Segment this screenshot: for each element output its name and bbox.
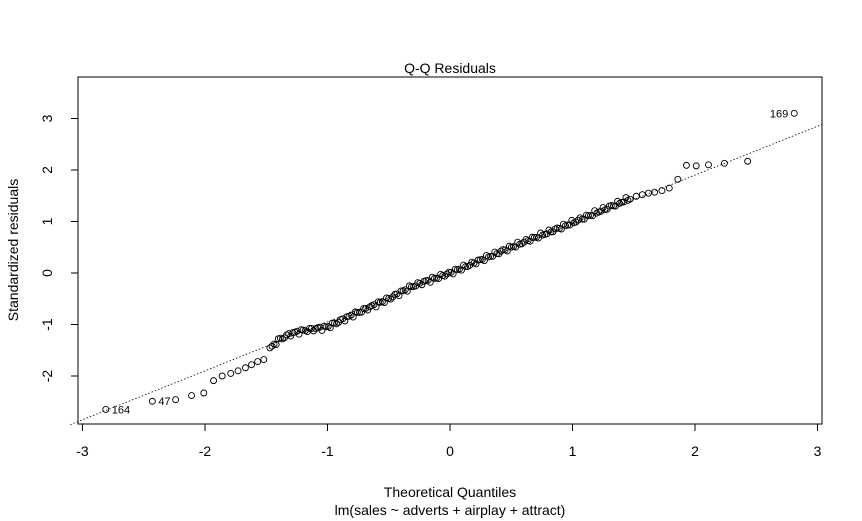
y-tick-label: -1 bbox=[39, 318, 55, 331]
reference-line-group bbox=[70, 123, 824, 426]
data-point bbox=[285, 330, 293, 338]
data-point bbox=[576, 214, 584, 222]
data-point bbox=[566, 221, 574, 229]
data-point bbox=[416, 279, 424, 287]
data-point bbox=[241, 364, 249, 372]
data-point bbox=[472, 260, 480, 268]
data-point bbox=[572, 218, 580, 226]
data-point bbox=[632, 192, 640, 200]
data-point bbox=[487, 252, 495, 260]
data-point bbox=[339, 315, 347, 323]
data-point bbox=[172, 396, 180, 404]
data-point bbox=[148, 397, 156, 405]
data-point bbox=[530, 233, 538, 241]
data-points bbox=[102, 109, 798, 413]
point-annotations: 169 164 47 bbox=[112, 108, 788, 416]
x-tick-label: 3 bbox=[814, 443, 822, 459]
y-axis-label: Standardized residuals bbox=[5, 179, 21, 321]
data-point bbox=[295, 330, 303, 338]
data-point bbox=[353, 308, 361, 316]
data-point bbox=[626, 195, 634, 203]
data-point bbox=[210, 377, 218, 385]
chart-title: Q-Q Residuals bbox=[404, 60, 496, 76]
data-point bbox=[651, 188, 659, 196]
data-point bbox=[638, 191, 646, 199]
point-label-164: 164 bbox=[112, 404, 130, 416]
y-axis: -2 -1 0 1 2 3 bbox=[39, 114, 79, 383]
data-point bbox=[341, 317, 349, 325]
data-point bbox=[599, 204, 607, 212]
data-point bbox=[218, 372, 226, 380]
data-point bbox=[645, 189, 652, 197]
data-point bbox=[682, 161, 690, 169]
x-tick-label: 0 bbox=[446, 443, 454, 459]
data-point bbox=[658, 187, 666, 195]
data-point bbox=[362, 305, 370, 312]
x-axis-label: Theoretical Quantiles bbox=[384, 484, 516, 500]
data-point bbox=[333, 320, 340, 328]
data-point bbox=[692, 162, 700, 170]
x-tick-label: -1 bbox=[321, 443, 334, 459]
data-point bbox=[358, 308, 365, 316]
data-point bbox=[227, 369, 235, 377]
point-label-47: 47 bbox=[158, 396, 170, 408]
data-point bbox=[260, 356, 268, 363]
plot-area-frame bbox=[77, 76, 823, 425]
data-point bbox=[665, 184, 673, 192]
data-point bbox=[720, 159, 728, 167]
data-point bbox=[188, 392, 195, 400]
y-tick-label: 3 bbox=[39, 114, 55, 122]
x-tick-label: 1 bbox=[569, 443, 577, 459]
data-point bbox=[200, 389, 208, 397]
y-tick-label: -2 bbox=[39, 370, 55, 383]
data-point bbox=[564, 221, 572, 229]
data-point bbox=[580, 215, 588, 223]
data-point bbox=[401, 286, 409, 294]
y-tick-label: 2 bbox=[39, 166, 55, 174]
y-tick-label: 1 bbox=[39, 217, 55, 225]
data-point bbox=[266, 344, 274, 352]
data-point bbox=[102, 406, 110, 413]
data-point bbox=[597, 207, 605, 215]
data-point bbox=[462, 263, 470, 271]
data-point bbox=[790, 109, 798, 117]
data-point bbox=[254, 358, 262, 366]
data-point bbox=[705, 161, 712, 169]
data-point bbox=[234, 367, 242, 375]
data-point bbox=[578, 215, 586, 223]
data-point bbox=[387, 295, 395, 303]
data-point bbox=[418, 281, 426, 289]
x-tick-label: 2 bbox=[691, 443, 699, 459]
data-point bbox=[380, 299, 388, 306]
data-point bbox=[744, 157, 752, 165]
qq-reference-line bbox=[70, 123, 824, 426]
data-point bbox=[360, 305, 368, 312]
data-point bbox=[518, 240, 526, 248]
point-label-169: 169 bbox=[770, 108, 788, 120]
data-point bbox=[287, 332, 295, 340]
data-point bbox=[674, 175, 682, 183]
data-point bbox=[268, 342, 276, 350]
x-axis: -3 -2 -1 0 1 2 3 bbox=[76, 423, 822, 459]
data-point bbox=[445, 268, 453, 276]
data-point bbox=[478, 255, 486, 263]
data-point bbox=[318, 326, 326, 334]
data-point bbox=[248, 361, 256, 369]
x-tick-label: -2 bbox=[199, 443, 212, 459]
y-tick-label: 0 bbox=[39, 269, 55, 277]
data-point bbox=[326, 324, 334, 332]
data-point bbox=[543, 230, 551, 238]
data-point bbox=[441, 272, 449, 280]
x-tick-label: -3 bbox=[76, 443, 89, 459]
data-point bbox=[609, 202, 617, 210]
data-point bbox=[408, 283, 415, 291]
data-point bbox=[620, 198, 628, 206]
chart-subtitle: lm(sales ~ adverts + airplay + attract) bbox=[335, 502, 566, 518]
data-point bbox=[526, 237, 534, 245]
